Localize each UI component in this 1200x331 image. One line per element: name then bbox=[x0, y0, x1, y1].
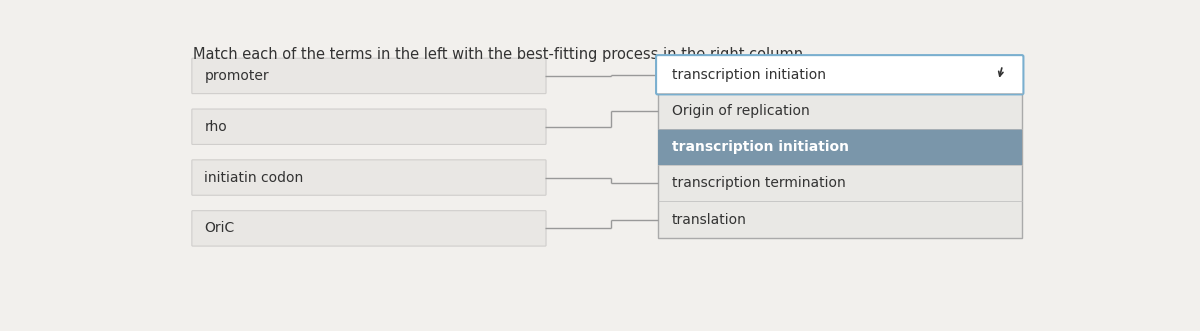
FancyBboxPatch shape bbox=[658, 57, 1022, 238]
FancyBboxPatch shape bbox=[658, 129, 1022, 165]
Text: Match each of the terms in the left with the best-fitting process in the right c: Match each of the terms in the left with… bbox=[193, 47, 803, 62]
FancyBboxPatch shape bbox=[192, 58, 546, 94]
Text: transcription initiation: transcription initiation bbox=[672, 140, 848, 154]
FancyBboxPatch shape bbox=[192, 160, 546, 195]
Text: transcription initiation: transcription initiation bbox=[672, 68, 826, 82]
Text: OriC: OriC bbox=[204, 221, 234, 235]
FancyBboxPatch shape bbox=[192, 109, 546, 144]
FancyBboxPatch shape bbox=[656, 55, 1024, 94]
Text: rho: rho bbox=[204, 120, 227, 134]
FancyBboxPatch shape bbox=[192, 211, 546, 246]
Text: transcription termination: transcription termination bbox=[672, 176, 845, 190]
Text: translation: translation bbox=[672, 213, 746, 226]
Text: initiatin codon: initiatin codon bbox=[204, 170, 304, 185]
Text: Origin of replication: Origin of replication bbox=[672, 104, 809, 118]
Text: promoter: promoter bbox=[204, 69, 269, 83]
